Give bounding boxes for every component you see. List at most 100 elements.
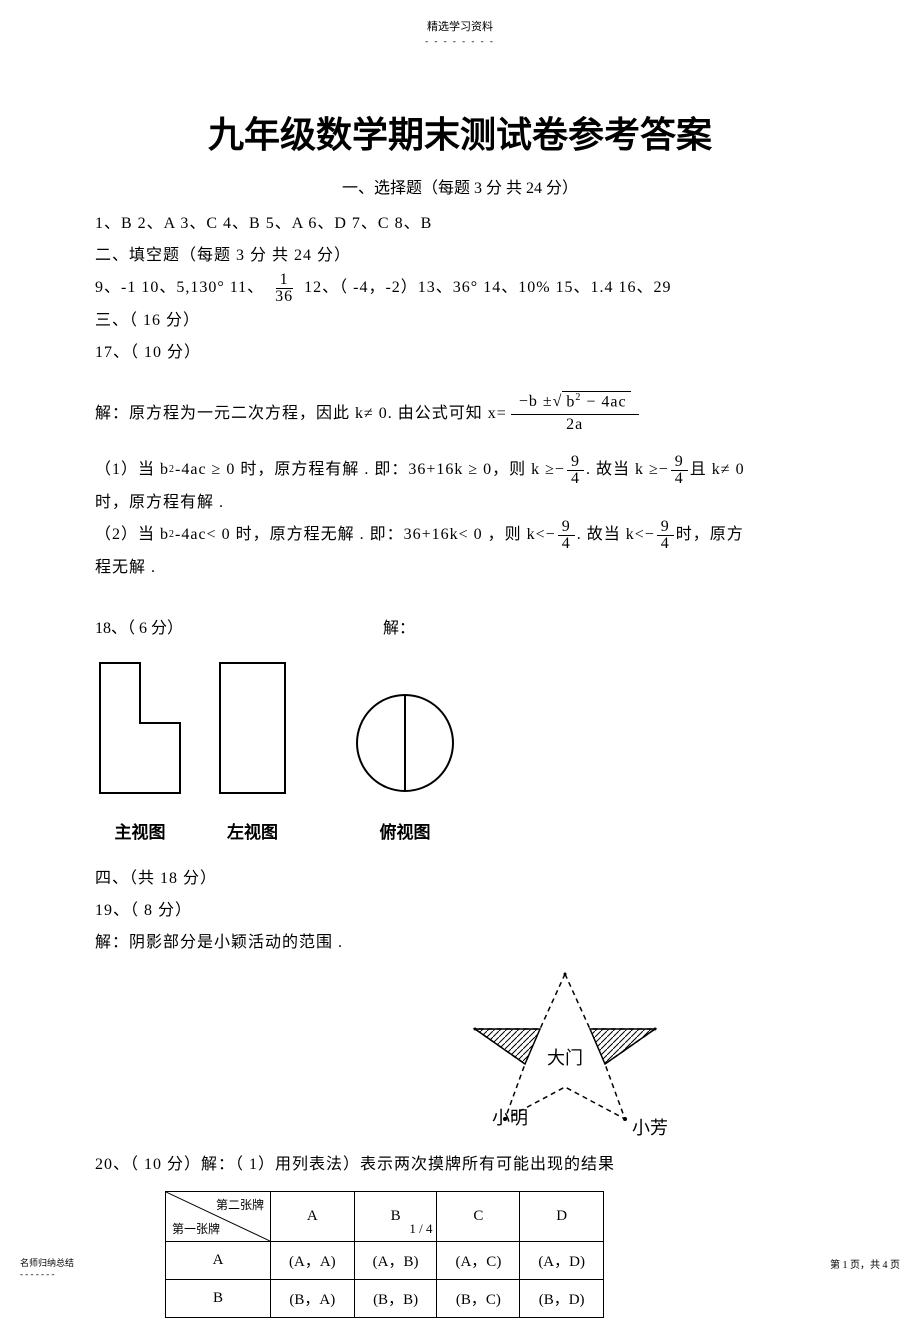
row-header-b: B <box>166 1279 271 1317</box>
table-row: B (B，A) (B，B) (B，C) (B，D) <box>166 1279 604 1317</box>
frac-num-3: 9 <box>558 519 575 536</box>
top-view-label: 俯视图 <box>380 818 431 843</box>
frac-num-1: 9 <box>567 454 584 471</box>
cell-bc: (B，C) <box>437 1279 520 1317</box>
q20-header: 20、（ 10 分）解：（ 1）用列表法）表示两次摸牌所有可能出现的结果 <box>95 1149 825 1181</box>
q11-suffix: 12、（ -4，-2）13、36° 14、10% 15、1.4 16、29 <box>304 279 671 296</box>
q11-num: 1 <box>276 272 293 289</box>
q18-solution: 解： <box>383 614 415 638</box>
frac-den-1: 4 <box>567 471 584 487</box>
section3-header: 三、（ 16 分） <box>95 305 825 337</box>
page-title: 九年级数学期末测试卷参考答案 <box>95 106 825 158</box>
formula-denominator: 2a <box>566 415 583 434</box>
col-header-d: D <box>520 1191 604 1241</box>
section2-header: 二、填空题（每题 3 分 共 24 分） <box>95 240 825 272</box>
q17-p1-end: 时，原方程有解 . <box>95 487 825 519</box>
star-xiaoming-label: 小明 <box>492 1108 528 1128</box>
q17-p2-prefix: （2）当 b <box>95 519 169 551</box>
page-indicator-inline: 1 / 4 <box>409 1221 432 1237</box>
q17-p1-suffix: 且 k≠ 0 <box>690 454 745 486</box>
sqrt-symbol: √ <box>553 392 563 411</box>
col-header-b: B 1 / 4 <box>354 1191 437 1241</box>
q17-p1: （1）当 b2 -4ac ≥ 0 时，原方程有解 . 即：36+16k ≥ 0，… <box>95 454 825 487</box>
star-gate-label: 大门 <box>547 1048 583 1068</box>
header-small-text: 精选学习资料 <box>0 0 920 34</box>
col-b-text: B <box>391 1208 401 1224</box>
section1-header: 一、选择题（每题 3 分 共 24 分） <box>95 174 825 198</box>
frac-9-4-b: 9 4 <box>671 454 688 487</box>
frac-num-4: 9 <box>657 519 674 536</box>
q19-text: 解：阴影部分是小颖活动的范围 . <box>95 927 825 959</box>
q17-line1-prefix: 解：原方程为一元二次方程，因此 k≠ 0. 由公式可知 x= <box>95 399 507 423</box>
diagonal-header: 第二张牌 第一张牌 <box>166 1191 271 1241</box>
row-header-a: A <box>166 1241 271 1279</box>
section2-answers: 9、-1 10、5,130° 11、 1 36 12、（ -4，-2）13、36… <box>95 272 825 305</box>
neg-sign-3: − <box>546 519 556 551</box>
q17-formula-line: 解：原方程为一元二次方程，因此 k≠ 0. 由公式可知 x= −b ± √ b2… <box>95 389 825 434</box>
q17-p1-mid1: -4ac ≥ 0 时，原方程有解 . 即：36+16k ≥ 0，则 k ≥ <box>175 454 555 486</box>
footer-left-line2: - - - - - - - <box>20 1269 74 1279</box>
quadratic-formula: −b ± √ b2 − 4ac 2a <box>511 389 639 434</box>
cell-ac: (A，C) <box>437 1241 520 1279</box>
q17-p1-prefix: （1）当 b <box>95 454 169 486</box>
frac-9-4-a: 9 4 <box>567 454 584 487</box>
neg-sign-4: − <box>645 519 655 551</box>
header-dots: - - - - - - - - <box>0 36 920 46</box>
q9-prefix: 9、-1 10、5,130° 11、 <box>95 279 264 296</box>
q17-p2-mid1: -4ac< 0 时，原方程无解 . 即：36+16k< 0 ，则 k< <box>175 519 546 551</box>
cell-ad: (A，D) <box>520 1241 604 1279</box>
front-view-shape <box>95 658 185 798</box>
neg-sign-2: − <box>659 454 669 486</box>
q17-header: 17、（ 10 分） <box>95 337 825 369</box>
cell-aa: (A，A) <box>271 1241 355 1279</box>
q17-p2-suffix: 时，原方 <box>676 519 744 551</box>
q17-p2: （2）当 b2 -4ac< 0 时，原方程无解 . 即：36+16k< 0 ，则… <box>95 519 825 552</box>
q11-fraction: 1 36 <box>271 272 297 305</box>
top-view-shape <box>350 688 460 798</box>
q17-p2-mid2: . 故当 k< <box>577 519 645 551</box>
left-view-label: 左视图 <box>227 818 278 843</box>
star-diagram: 大门 小明 小芳 <box>415 959 715 1139</box>
left-view-shape <box>215 658 290 798</box>
frac-num-2: 9 <box>671 454 688 471</box>
footer-right: 第 1 页，共 4 页 <box>830 1256 900 1271</box>
q18-header: 18、（ 6 分） <box>95 614 183 638</box>
section4-header: 四、（共 18 分） <box>95 863 825 895</box>
cell-bd: (B，D) <box>520 1279 604 1317</box>
neg-sign-1: − <box>555 454 565 486</box>
table-row: A (A，A) (A，B) (A，C) (A，D) <box>166 1241 604 1279</box>
card-table-container: 第二张牌 第一张牌 A B 1 / 4 C D A (A，A) (A，B) (A… <box>165 1191 825 1318</box>
top-view-group: 俯视图 <box>350 688 460 843</box>
q17-p2-end: 程无解 . <box>95 552 825 584</box>
card-table: 第二张牌 第一张牌 A B 1 / 4 C D A (A，A) (A，B) (A… <box>165 1191 604 1318</box>
table-header-row: 第二张牌 第一张牌 A B 1 / 4 C D <box>166 1191 604 1241</box>
frac-den-4: 4 <box>657 536 674 552</box>
frac-den-2: 4 <box>671 471 688 487</box>
col-header-c: C <box>437 1191 520 1241</box>
frac-den-3: 4 <box>558 536 575 552</box>
q18-row: 18、（ 6 分） 解： <box>95 614 825 638</box>
q11-den: 36 <box>271 289 297 305</box>
diag-top-label: 第二张牌 <box>216 1196 264 1213</box>
frac-9-4-c: 9 4 <box>558 519 575 552</box>
cell-ba: (B，A) <box>271 1279 355 1317</box>
q19-header: 19、（ 8 分） <box>95 895 825 927</box>
left-view-group: 左视图 <box>215 658 290 843</box>
footer-left: 名师归纳总结 - - - - - - - <box>20 1256 74 1279</box>
cell-bb: (B，B) <box>354 1279 437 1317</box>
cell-ab: (A，B) <box>354 1241 437 1279</box>
frac-9-4-d: 9 4 <box>657 519 674 552</box>
sqrt-inner: b2 − 4ac <box>562 391 630 412</box>
footer-left-line1: 名师归纳总结 <box>20 1256 74 1269</box>
formula-numerator: −b ± √ b2 − 4ac <box>511 389 639 415</box>
formula-num-prefix: −b ± <box>519 392 553 411</box>
diag-bottom-label: 第一张牌 <box>172 1220 220 1237</box>
views-container: 主视图 左视图 俯视图 <box>95 658 825 843</box>
section1-answers: 1、B 2、A 3、C 4、B 5、A 6、D 7、C 8、B <box>95 208 825 240</box>
front-view-label: 主视图 <box>115 818 166 843</box>
star-xiaofang-label: 小芳 <box>632 1118 668 1138</box>
col-header-a: A <box>271 1191 355 1241</box>
content-area: 九年级数学期末测试卷参考答案 一、选择题（每题 3 分 共 24 分） 1、B … <box>0 46 920 1318</box>
q17-p1-mid2: . 故当 k ≥ <box>586 454 659 486</box>
front-view-group: 主视图 <box>95 658 185 843</box>
